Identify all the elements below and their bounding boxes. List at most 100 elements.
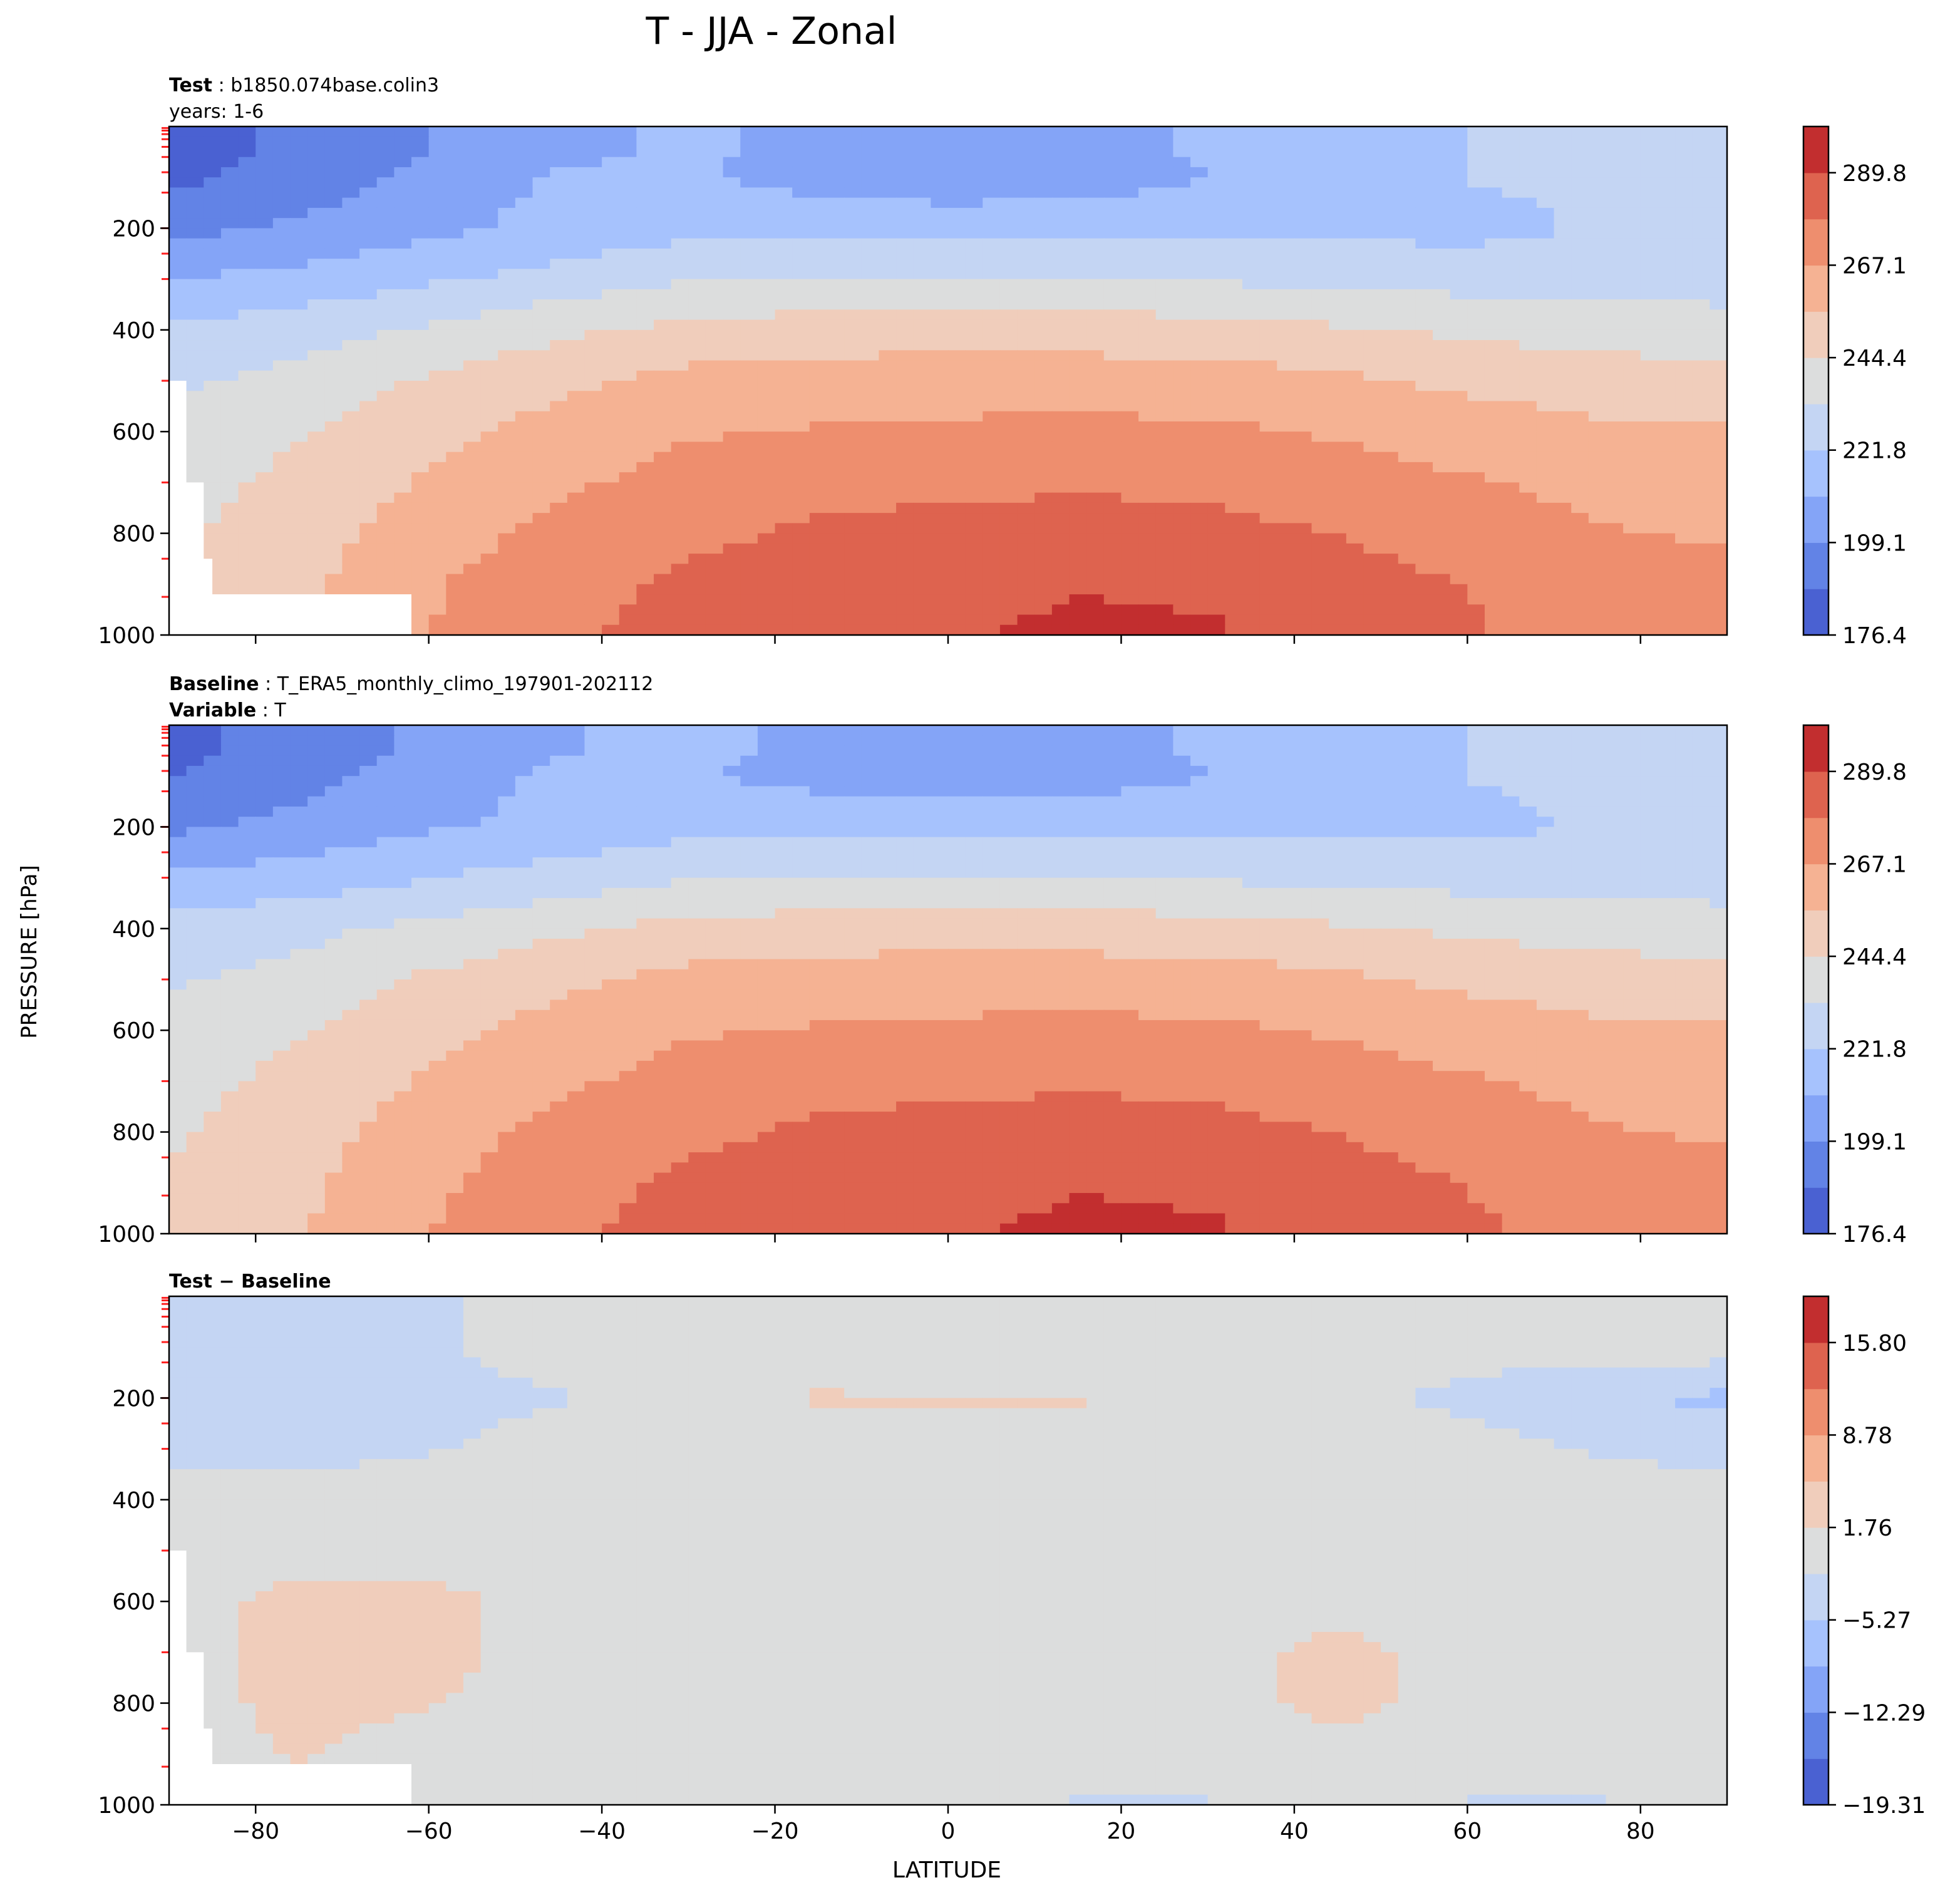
heatmap-cell xyxy=(1675,370,1693,381)
heatmap-cell xyxy=(1588,197,1607,209)
heatmap-cell xyxy=(1623,735,1641,746)
heatmap-cell xyxy=(1277,238,1295,249)
heatmap-cell xyxy=(1554,502,1572,514)
heatmap-cell xyxy=(1086,482,1105,493)
heatmap-cell xyxy=(757,523,776,534)
heatmap-cell xyxy=(204,137,222,148)
heatmap-cell xyxy=(1103,533,1122,544)
heatmap-cell xyxy=(1398,177,1416,188)
heatmap-cell xyxy=(1346,492,1364,503)
heatmap-cell xyxy=(740,381,758,392)
heatmap-cell xyxy=(1138,543,1157,554)
heatmap-cell xyxy=(654,452,672,463)
heatmap-cell xyxy=(775,167,793,178)
heatmap-cell xyxy=(532,259,550,270)
heatmap-cell xyxy=(1069,238,1087,249)
heatmap-cell xyxy=(792,462,810,473)
heatmap-cell xyxy=(602,401,620,412)
heatmap-cell xyxy=(602,289,620,300)
heatmap-cell xyxy=(1554,564,1572,575)
heatmap-cell xyxy=(480,279,499,290)
heatmap-cell xyxy=(1103,584,1122,595)
heatmap-cell xyxy=(1121,289,1139,300)
heatmap-cell xyxy=(1502,564,1520,575)
heatmap-cell xyxy=(204,360,222,371)
heatmap-cell xyxy=(1381,238,1399,249)
heatmap-cell xyxy=(186,259,205,270)
heatmap-cell xyxy=(1155,340,1174,351)
heatmap-cell xyxy=(515,492,534,503)
heatmap-cell xyxy=(1121,594,1139,606)
heatmap-cell xyxy=(1363,482,1381,493)
heatmap-cell xyxy=(1415,614,1433,626)
heatmap-cell xyxy=(394,765,412,777)
heatmap-cell xyxy=(1121,137,1139,148)
heatmap-cell xyxy=(757,441,776,453)
heatmap-cell xyxy=(394,126,412,138)
heatmap-cell xyxy=(1381,269,1399,280)
heatmap-cell xyxy=(1692,574,1711,585)
heatmap-cell xyxy=(584,269,602,280)
heatmap-cell xyxy=(1155,492,1174,503)
heatmap-cell xyxy=(705,126,724,138)
heatmap-cell xyxy=(671,554,689,565)
heatmap-cell xyxy=(1242,614,1261,626)
heatmap-cell xyxy=(965,340,984,351)
heatmap-cell xyxy=(1588,137,1607,148)
heatmap-cell xyxy=(307,218,326,229)
heatmap-cell xyxy=(1381,441,1399,453)
heatmap-cell xyxy=(1502,248,1520,259)
heatmap-cell xyxy=(654,502,672,514)
heatmap-cell xyxy=(1484,533,1503,544)
heatmap-cell xyxy=(1207,543,1226,554)
heatmap-cell xyxy=(827,157,845,168)
heatmap-cell xyxy=(1329,228,1347,239)
heatmap-cell xyxy=(827,745,845,756)
heatmap-cell xyxy=(602,147,620,158)
heatmap-cell xyxy=(619,401,637,412)
heatmap-cell xyxy=(965,725,984,736)
heatmap-cell xyxy=(342,765,360,777)
heatmap-cell xyxy=(1017,513,1036,524)
heatmap-cell xyxy=(376,126,395,138)
heatmap-cell xyxy=(376,350,395,361)
heatmap-cell xyxy=(1190,755,1209,767)
heatmap-cell xyxy=(931,137,949,148)
heatmap-cell xyxy=(983,523,1001,534)
heatmap-cell xyxy=(931,594,949,606)
heatmap-cell xyxy=(1502,238,1520,249)
heatmap-cell xyxy=(999,309,1018,321)
heatmap-cell xyxy=(1588,431,1607,443)
heatmap-cell xyxy=(186,137,205,148)
heatmap-cell xyxy=(1277,299,1295,311)
heatmap-cell xyxy=(1710,735,1728,746)
heatmap-cell xyxy=(775,462,793,473)
heatmap-cell xyxy=(411,228,430,239)
heatmap-cell xyxy=(1086,167,1105,178)
heatmap-cell xyxy=(1155,755,1174,767)
heatmap-cell xyxy=(1121,735,1139,746)
heatmap-cell xyxy=(1363,350,1381,361)
heatmap-cell xyxy=(1346,594,1364,606)
heatmap-cell xyxy=(757,462,776,473)
heatmap-cell xyxy=(1103,238,1122,249)
heatmap-cell xyxy=(861,259,880,270)
heatmap-cell xyxy=(1467,482,1485,493)
heatmap-cell xyxy=(532,401,550,412)
heatmap-cell xyxy=(983,431,1001,443)
heatmap-cell xyxy=(671,187,689,199)
heatmap-cell xyxy=(1190,187,1209,199)
heatmap-cell xyxy=(1415,137,1433,148)
heatmap-cell xyxy=(1658,299,1676,311)
heatmap-cell xyxy=(550,319,568,331)
heatmap-cell xyxy=(255,309,274,321)
heatmap-cell xyxy=(965,755,984,767)
heatmap-cell xyxy=(1311,197,1329,209)
heatmap-cell xyxy=(1450,523,1468,534)
heatmap-cell xyxy=(1311,279,1329,290)
heatmap-cell xyxy=(1398,126,1416,138)
heatmap-cell xyxy=(446,269,464,280)
heatmap-cell xyxy=(757,299,776,311)
heatmap-cell xyxy=(879,523,897,534)
heatmap-cell xyxy=(1034,218,1053,229)
